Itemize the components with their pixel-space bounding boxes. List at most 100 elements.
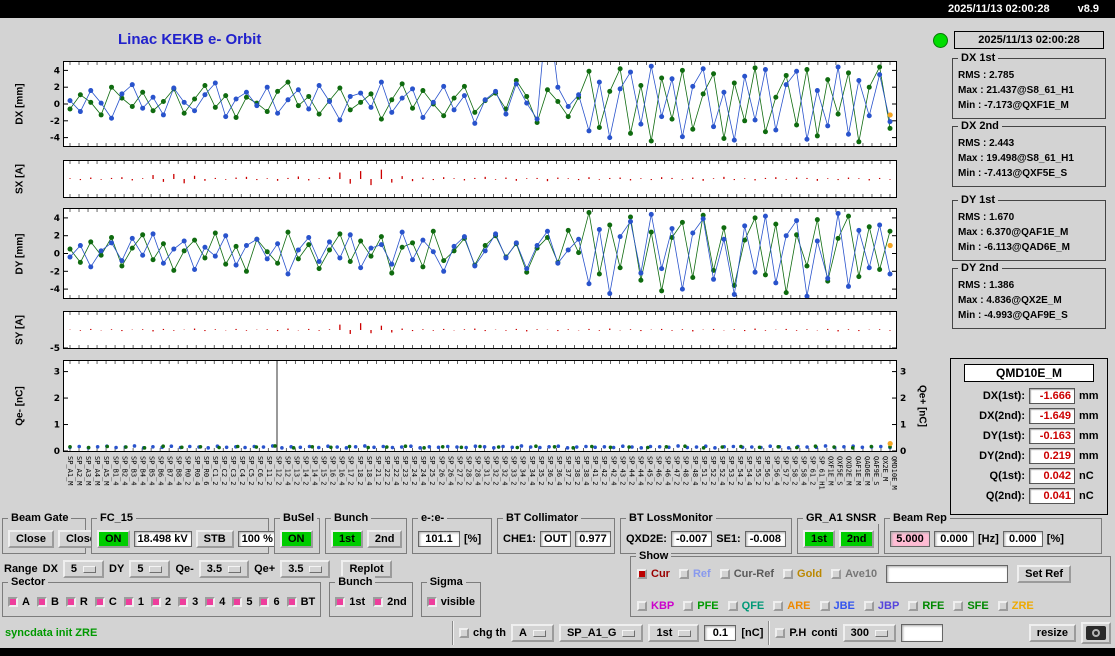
range-dy-dropdown[interactable]: 5 xyxy=(129,560,171,578)
bpm-name-label: SP_B5_4 xyxy=(147,456,156,486)
sector-select-dropdown[interactable]: A xyxy=(511,624,554,642)
sector-toggle[interactable]: 4 xyxy=(205,596,225,608)
range-dy-label: DY xyxy=(109,563,125,575)
show-toggle[interactable]: Gold xyxy=(783,568,822,580)
sector-toggle-label: A xyxy=(22,596,30,608)
beam-gate-close-button-1[interactable]: Close xyxy=(8,529,54,548)
resize-button[interactable]: resize xyxy=(1028,624,1076,642)
sector-toggle[interactable]: 3 xyxy=(178,596,198,608)
sector-toggle[interactable]: R xyxy=(65,596,88,608)
bunch-toggle[interactable]: 2nd xyxy=(373,596,407,608)
set-ref-button[interactable]: Set Ref xyxy=(1017,565,1072,583)
fc15-stb-button[interactable]: STB xyxy=(195,529,234,548)
dy-axis-label: DY [mm] xyxy=(14,233,26,274)
svg-text:0: 0 xyxy=(900,447,906,457)
sigma-title: Sigma xyxy=(426,576,466,588)
ph-label: P.H xyxy=(789,627,807,639)
sigma-visible-toggle[interactable]: visible xyxy=(426,596,475,608)
chg-th-toggle[interactable]: chg th xyxy=(459,627,506,639)
stat-box: DY 1st RMS : 1.670 Max : 6.370@QAF1E_M M… xyxy=(952,194,1106,261)
stat-box: DY 2nd RMS : 1.386 Max : 4.836@QX2E_M Mi… xyxy=(952,262,1106,329)
snsr-2nd-button[interactable]: 2nd xyxy=(838,529,875,548)
show-toggle[interactable]: Cur xyxy=(637,568,670,580)
sector-toggle[interactable]: C xyxy=(94,596,117,608)
bunch-panel: Bunch 1st 2nd xyxy=(325,512,407,554)
show-title: Show xyxy=(636,550,672,562)
qmd-row: DX(2nd): -1.649 mm xyxy=(957,408,1101,424)
sector-toggle[interactable]: B xyxy=(36,596,59,608)
bpm-name-label: SP_32_2 xyxy=(491,456,500,486)
sector-toggle-label: C xyxy=(108,596,117,608)
show-group-toggle[interactable]: PFE xyxy=(683,600,719,612)
collimator-value: 0.977 xyxy=(575,530,611,547)
show-group-toggle[interactable]: ARE xyxy=(773,600,811,612)
qmd-row: DY(1st): -0.163 mm xyxy=(957,428,1101,444)
checkbox-indicator-icon xyxy=(150,597,161,607)
bpm-name-label: SP_A4_M xyxy=(93,456,102,486)
count-input[interactable] xyxy=(900,624,943,642)
show-group-toggle[interactable]: SFE xyxy=(953,600,989,612)
busel-on-button[interactable]: ON xyxy=(280,529,313,548)
sync-status-text: syncdata init ZRE xyxy=(5,627,98,639)
bunch-toggle[interactable]: 1st xyxy=(335,596,365,608)
ph-toggle[interactable]: P.H xyxy=(775,627,806,639)
checkbox-indicator-icon xyxy=(65,597,76,607)
show-group-label: KBP xyxy=(651,600,675,612)
bpm-name-label: SP_54_2 xyxy=(736,456,745,486)
bpm-name-label: SP_52_4 xyxy=(717,456,726,486)
show-group-label: JBP xyxy=(877,600,900,612)
fc15-panel: FC_15 ON 18.498 kV STB 100 % xyxy=(91,512,277,554)
bpm-name-label: SP_15_2 xyxy=(319,456,328,486)
qmd-row-value: -1.666 xyxy=(1029,388,1075,404)
bunch-select-dropdown[interactable]: 1st xyxy=(648,624,700,642)
svg-text:4: 4 xyxy=(54,66,60,76)
bunch-2nd-button[interactable]: 2nd xyxy=(366,529,403,548)
show-toggle[interactable]: Cur-Ref xyxy=(719,568,774,580)
sector-toggle[interactable]: 6 xyxy=(259,596,280,608)
show-toggle-label: Ref xyxy=(692,568,711,580)
screenshot-button[interactable] xyxy=(1081,622,1111,644)
snsr-1st-button[interactable]: 1st xyxy=(803,529,835,548)
bpm-name-label: SP_B6_4 xyxy=(156,456,165,486)
bpm-name-axis: SP_A1_M SP_A2_M SP_A3_M SP_A4_M SP_A5_M SP_B1… xyxy=(63,456,897,504)
bpm-name-label: SP_61_2 xyxy=(808,456,817,486)
show-toggle[interactable]: Ave10 xyxy=(831,568,877,580)
show-toggle[interactable]: Ref xyxy=(678,568,711,580)
sector-toggle[interactable]: A xyxy=(8,596,30,608)
show-group-toggle[interactable]: QFE xyxy=(727,600,765,612)
sector-toggle[interactable]: 5 xyxy=(232,596,252,608)
beam-rep-title: Beam Rep xyxy=(890,512,950,524)
show-group-toggle[interactable]: JBP xyxy=(863,600,900,612)
svg-text:-2: -2 xyxy=(50,267,60,277)
show-group-toggle[interactable]: ZRE xyxy=(997,600,1034,612)
range-qep-dropdown[interactable]: 3.5 xyxy=(280,560,331,578)
svg-text:0: 0 xyxy=(54,100,60,110)
bpm-name-label: SP_C3_2 xyxy=(228,456,237,486)
bpm-name-label: SP_45_2 xyxy=(645,456,654,486)
ref-file-input[interactable] xyxy=(886,565,1009,583)
range-dx-dropdown[interactable]: 5 xyxy=(62,560,105,578)
show-group-label: QFE xyxy=(741,600,765,612)
bpm-name-label: SP_17_2 xyxy=(346,456,355,486)
controls-row-4: chg th A SP_A1_G 1st 0.1 [nC] P.H conti … xyxy=(452,620,1111,646)
device-select-dropdown[interactable]: SP_A1_G xyxy=(558,624,644,642)
show-group-toggle[interactable]: KBP xyxy=(637,600,674,612)
ee-ratio-value: 101.1 xyxy=(418,530,460,547)
bpm-name-label: SP_38_4 xyxy=(582,456,591,486)
range-qem-dropdown[interactable]: 3.5 xyxy=(198,560,250,578)
orbit-stats: DX 1st RMS : 2.785 Max : 21.437@S8_61_H1… xyxy=(952,52,1106,336)
che1-label: CHE1: xyxy=(503,532,537,545)
fc15-on-button[interactable]: ON xyxy=(97,529,130,548)
show-group-toggle[interactable]: JBE xyxy=(819,600,855,612)
bunch-1st-button[interactable]: 1st xyxy=(331,529,363,548)
show-group-toggle[interactable]: RFE xyxy=(908,600,944,612)
checkbox-indicator-icon xyxy=(775,628,786,638)
sector-toggle[interactable]: 2 xyxy=(150,596,171,608)
sector-toggle[interactable]: BT xyxy=(286,596,315,608)
svg-text:-5: -5 xyxy=(50,344,60,354)
count-dropdown[interactable]: 300 xyxy=(842,624,896,642)
threshold-field[interactable]: 0.1 xyxy=(704,625,737,641)
sector-toggle[interactable]: 1 xyxy=(123,596,144,608)
range-label: Range xyxy=(4,563,38,575)
bpm-name-label: SP_34_4 xyxy=(527,456,536,486)
